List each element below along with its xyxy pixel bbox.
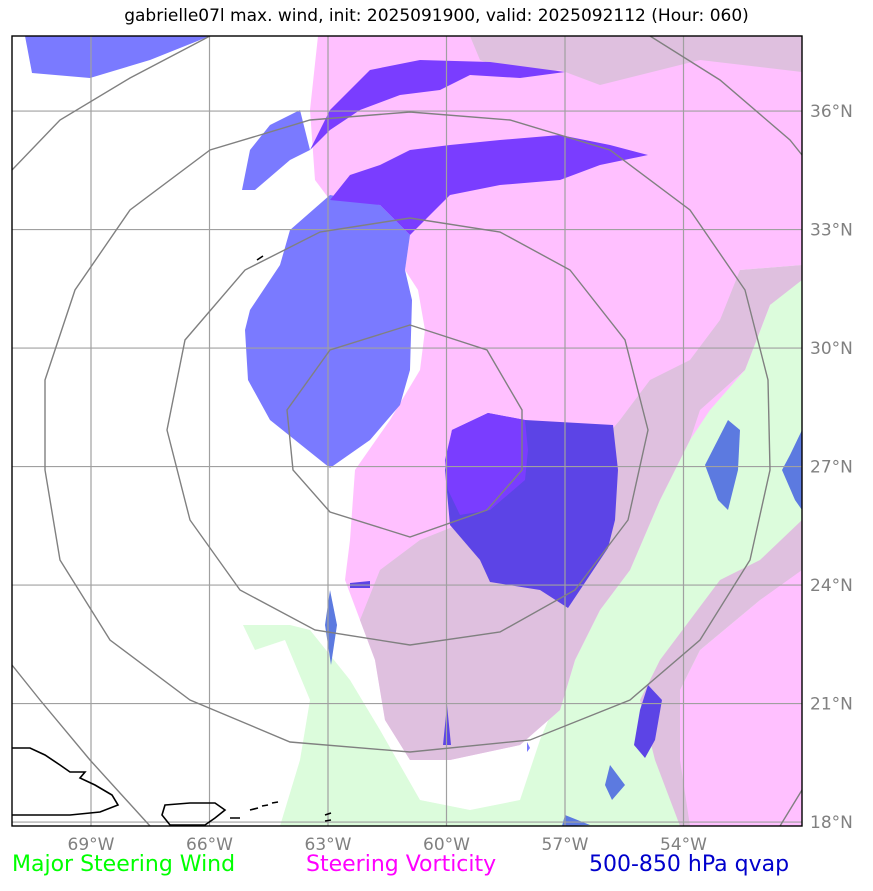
map-title: gabrielle07l max. wind, init: 2025091900… (124, 6, 749, 26)
coastlines (12, 255, 332, 826)
qvap-region-center-violet (445, 413, 528, 515)
longitude-tick-label: 60°W (423, 835, 470, 855)
qvap-region-se-3 (562, 815, 590, 826)
range-ring-2 (166, 217, 649, 646)
longitude-tick-label: 69°W (68, 835, 115, 855)
latitude-tick-label: 30°N (810, 339, 853, 359)
qvap-region-topleft (25, 36, 210, 78)
virgin-islands (230, 801, 279, 819)
longitude-tick-label: 54°W (660, 835, 707, 855)
range-rings (12, 36, 802, 826)
map-area (12, 36, 802, 826)
latitude-tick-label: 27°N (810, 458, 853, 478)
range-ring-3 (44, 111, 771, 753)
latitude-tick-label: 21°N (810, 695, 853, 715)
latitude-tick-label: 33°N (810, 221, 853, 241)
legend-qvap: 500-850 hPa qvap (589, 852, 790, 877)
hispaniola-coast (12, 747, 120, 816)
vorticity-wind-overlap-2 (640, 520, 802, 826)
qvap-region-north (242, 110, 310, 190)
qvap-band-upper (310, 60, 565, 150)
bermuda (256, 255, 264, 261)
qvap-band-middle (330, 135, 648, 235)
qvap-region-east-1 (705, 420, 740, 510)
longitude-tick-label: 66°W (186, 835, 233, 855)
qvap-region-se-2 (605, 765, 625, 800)
longitude-tick-label: 63°W (305, 835, 352, 855)
latitude-tick-label: 18°N (810, 813, 853, 833)
qvap-layer (25, 36, 802, 826)
vorticity-region-lower (670, 560, 802, 826)
puerto-rico-coast (161, 802, 227, 826)
legend-steering-wind: Major Steering Wind (12, 852, 236, 877)
range-ring-1 (286, 324, 523, 538)
qvap-region-east-2 (782, 430, 802, 510)
range-ring-4 (12, 36, 802, 826)
qvap-dot (527, 742, 530, 752)
longitude-labels: 69°W 66°W 63°W 60°W 57°W 54°W (68, 835, 708, 855)
longitude-tick-label: 57°W (542, 835, 589, 855)
small-island (324, 812, 332, 822)
map-frame (11, 35, 803, 827)
latitude-labels: 36°N 33°N 30°N 27°N 24°N 21°N 18°N (810, 102, 853, 833)
graticule (12, 36, 802, 826)
vorticity-overlap-top (470, 36, 802, 85)
legend-steering-vorticity: Steering Vorticity (306, 852, 497, 877)
latitude-tick-label: 24°N (810, 576, 853, 596)
latitude-tick-label: 36°N (810, 102, 853, 122)
